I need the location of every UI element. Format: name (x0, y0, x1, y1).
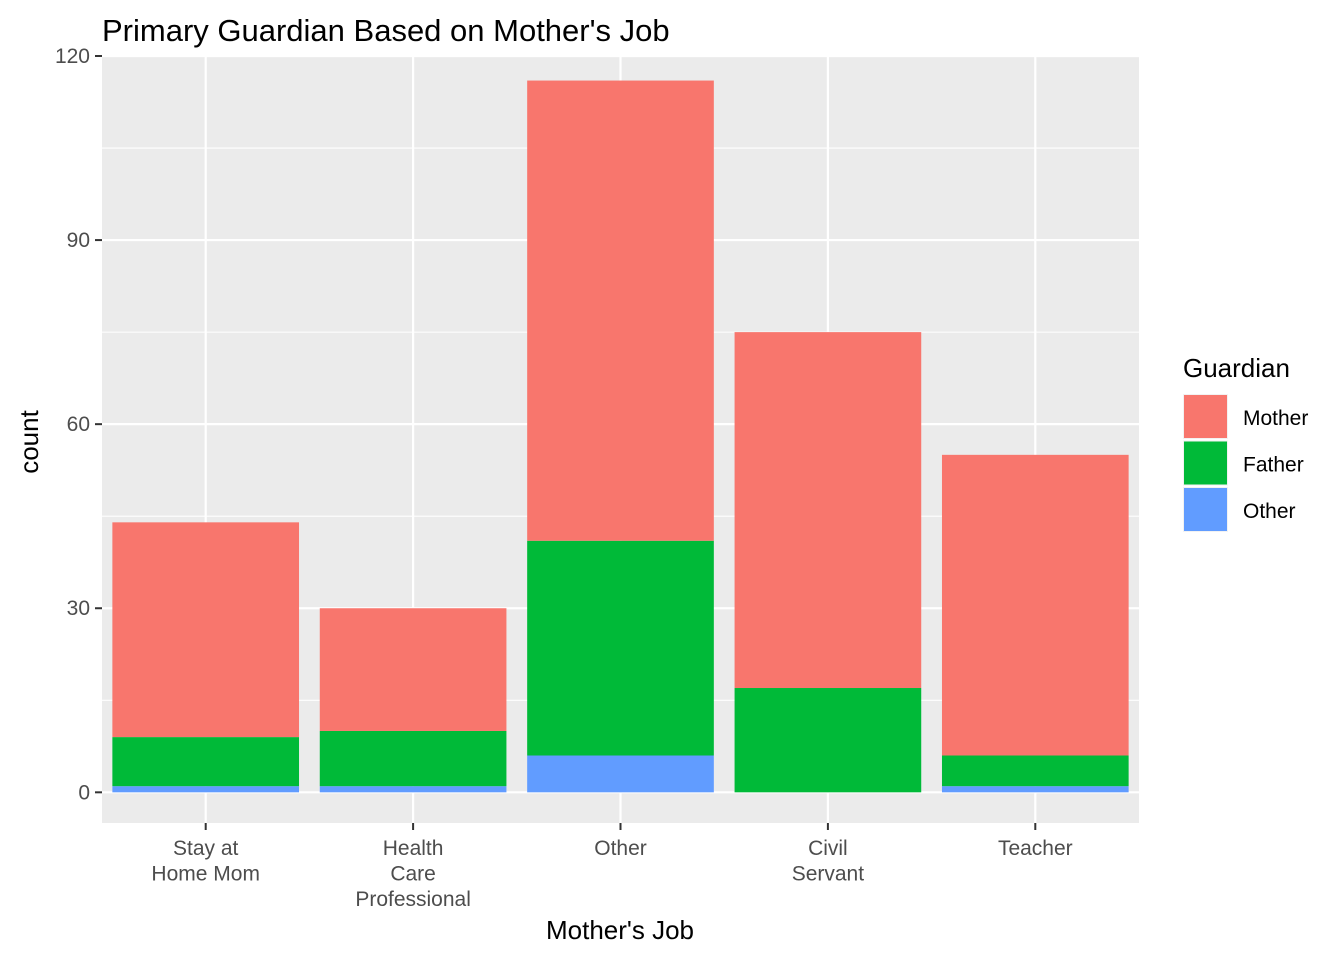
x-axis-title: Mother's Job (546, 915, 694, 945)
legend-label-mother: Mother (1243, 407, 1308, 430)
y-tick-label: 90 (67, 229, 90, 252)
y-tick-label: 0 (78, 781, 90, 804)
x-tick-label: Stay at Home Mom (151, 837, 260, 886)
legend-swatch-mother (1184, 395, 1227, 438)
chart-title: Primary Guardian Based on Mother's Job (102, 13, 670, 48)
x-axis: Stay at Home Mom Health Care Professional Oth… (151, 823, 1073, 911)
bar-segment-mother (941, 454, 1129, 756)
bar-segment-other (527, 755, 714, 793)
x-tick-label: Civil Servant (792, 837, 865, 886)
legend-title: Guardian (1183, 353, 1290, 383)
bar-segment-father (734, 688, 922, 793)
bar-segment-mother (527, 80, 714, 541)
bar-segment-other (941, 786, 1129, 793)
x-tick-label: Teacher (998, 837, 1073, 860)
y-tick-label: 120 (55, 45, 90, 68)
bars (112, 80, 1129, 793)
y-axis: 0 30 60 90 120 (55, 45, 102, 804)
y-tick-label: 60 (67, 413, 90, 436)
legend-label-father: Father (1243, 454, 1304, 477)
legend-swatch-other (1184, 488, 1227, 531)
x-tick-label: Health Care Professional (355, 837, 471, 911)
y-tick-label: 30 (67, 597, 90, 620)
y-axis-title: count (14, 409, 44, 473)
bar-segment-father (941, 755, 1129, 787)
x-tick-label: Other (594, 837, 647, 860)
bar-segment-other (112, 786, 300, 793)
bar-segment-mother (734, 332, 922, 689)
bar-segment-father (319, 730, 507, 787)
bar-segment-other (319, 786, 507, 793)
bar-segment-mother (112, 522, 300, 738)
legend-label-other: Other (1243, 500, 1296, 523)
legend-swatch-father (1184, 441, 1227, 485)
bar-segment-mother (319, 608, 507, 731)
bar-segment-father (112, 737, 300, 787)
legend: Guardian Mother Father Other (1183, 353, 1308, 532)
bar-segment-father (527, 540, 714, 756)
